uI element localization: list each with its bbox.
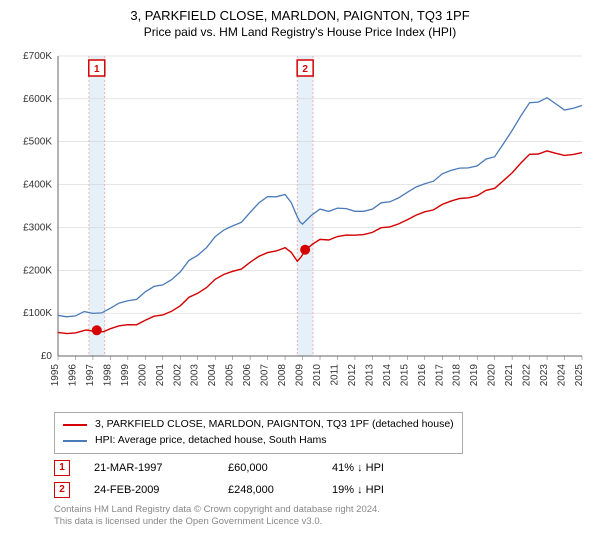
credit-line-1: Contains HM Land Registry data © Crown c… <box>54 504 590 516</box>
annotation-number: 2 <box>54 482 70 498</box>
legend-label: HPI: Average price, detached house, Sout… <box>95 433 327 449</box>
x-axis-label: 2006 <box>242 364 253 387</box>
y-axis-label: £100K <box>23 309 52 320</box>
highlight-band <box>89 56 105 356</box>
x-axis-label: 1995 <box>50 364 61 387</box>
x-axis-label: 1996 <box>67 364 78 387</box>
annotation-delta: 41% ↓ HPI <box>332 462 384 474</box>
series-hpi <box>58 98 582 317</box>
x-axis-label: 2023 <box>539 364 550 387</box>
x-axis-label: 2021 <box>504 364 515 387</box>
legend-swatch <box>63 424 87 426</box>
annotation-number: 1 <box>54 460 70 476</box>
x-axis-label: 2018 <box>452 364 463 387</box>
annotation-row: 1 21-MAR-1997 £60,000 41% ↓ HPI <box>54 460 590 476</box>
annotation-delta: 19% ↓ HPI <box>332 484 384 496</box>
marker-box-label: 2 <box>302 64 308 75</box>
chart-title: 3, PARKFIELD CLOSE, MARLDON, PAIGNTON, T… <box>10 8 590 25</box>
x-axis-label: 2000 <box>137 364 148 387</box>
legend: 3, PARKFIELD CLOSE, MARLDON, PAIGNTON, T… <box>54 412 463 454</box>
x-axis-label: 2014 <box>382 364 393 387</box>
chart-subtitle: Price paid vs. HM Land Registry's House … <box>10 25 590 41</box>
annotation-date: 21-MAR-1997 <box>94 462 204 474</box>
annotation-price: £60,000 <box>228 462 308 474</box>
x-axis-label: 2007 <box>260 364 271 387</box>
y-axis-label: £200K <box>23 266 52 277</box>
legend-swatch <box>63 440 87 442</box>
transaction-marker <box>300 245 310 255</box>
credit-line-2: This data is licensed under the Open Gov… <box>54 516 590 528</box>
annotation-date: 24-FEB-2009 <box>94 484 204 496</box>
x-axis-label: 1999 <box>120 364 131 387</box>
legend-row: HPI: Average price, detached house, Sout… <box>63 433 454 449</box>
x-axis-label: 2025 <box>574 364 585 387</box>
x-axis-label: 1997 <box>85 364 96 387</box>
x-axis-label: 2017 <box>434 364 445 387</box>
x-axis-label: 2001 <box>155 364 166 387</box>
y-axis-label: £700K <box>23 51 52 62</box>
y-axis-label: £500K <box>23 137 52 148</box>
x-axis-label: 2012 <box>347 364 358 387</box>
x-axis-label: 2015 <box>399 364 410 387</box>
x-axis-label: 2013 <box>364 364 375 387</box>
x-axis-label: 2004 <box>207 364 218 387</box>
x-axis-label: 2022 <box>522 364 533 387</box>
highlight-band <box>297 56 313 356</box>
x-axis-label: 2008 <box>277 364 288 387</box>
y-axis-label: £600K <box>23 94 52 105</box>
line-chart: £0 £100K £200K £300K £400K £500K £600K £700K 199… <box>10 46 590 406</box>
x-axis-label: 1998 <box>102 364 113 387</box>
x-axis-label: 2003 <box>190 364 201 387</box>
x-axis-label: 2011 <box>329 364 340 386</box>
annotation-row: 2 24-FEB-2009 £248,000 19% ↓ HPI <box>54 482 590 498</box>
annotation-price: £248,000 <box>228 484 308 496</box>
x-axis-label: 2002 <box>172 364 183 387</box>
y-axis-label: £400K <box>23 180 52 191</box>
series-price-paid <box>58 151 582 334</box>
marker-box-label: 1 <box>94 64 100 75</box>
x-axis-label: 2009 <box>295 364 306 387</box>
credit-text: Contains HM Land Registry data © Crown c… <box>54 504 590 529</box>
legend-label: 3, PARKFIELD CLOSE, MARLDON, PAIGNTON, T… <box>95 417 454 433</box>
x-axis-label: 2005 <box>225 364 236 387</box>
x-axis-label: 2024 <box>557 364 568 387</box>
y-axis-label: £0 <box>41 351 53 362</box>
x-axis-label: 2016 <box>417 364 428 387</box>
chart-area: £0 £100K £200K £300K £400K £500K £600K £700K 199… <box>10 46 590 406</box>
x-axis-label: 2019 <box>469 364 480 387</box>
transaction-marker <box>92 326 102 336</box>
x-axis-label: 2020 <box>487 364 498 387</box>
x-axis-label: 2010 <box>312 364 323 387</box>
y-axis-label: £300K <box>23 223 52 234</box>
legend-row: 3, PARKFIELD CLOSE, MARLDON, PAIGNTON, T… <box>63 417 454 433</box>
